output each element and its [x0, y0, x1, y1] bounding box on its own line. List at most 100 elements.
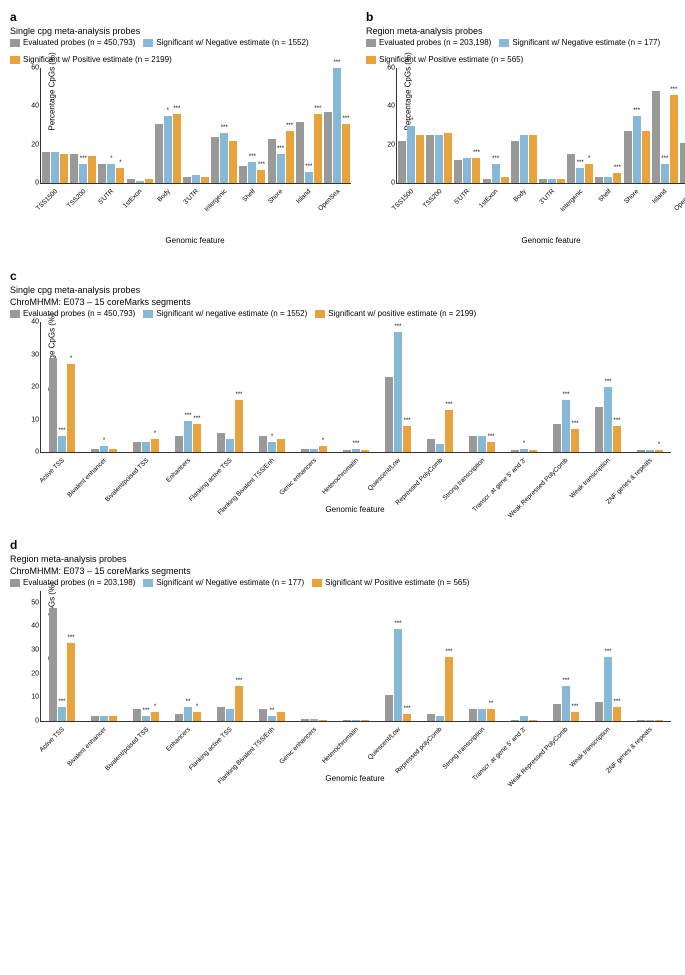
bar	[133, 709, 141, 721]
y-tick: 10	[25, 416, 39, 423]
y-tick: 20	[381, 141, 395, 148]
bar-group: ******	[679, 68, 685, 183]
x-tick-wrap: Active TSS	[40, 722, 82, 732]
x-tick-wrap: Heterochromatin	[334, 722, 376, 732]
bar: ***	[492, 164, 500, 183]
bar	[385, 695, 393, 721]
chart-wrap: Percentage CpGs (%)010203040************…	[10, 322, 675, 518]
bars-container: ****************************************…	[41, 322, 671, 452]
x-tick-wrap: Flanking Bivalent TSS/Enh	[250, 453, 292, 463]
bar	[624, 131, 632, 183]
y-tick: 40	[25, 623, 39, 630]
bar: *	[151, 439, 159, 452]
bar: ***	[67, 643, 75, 721]
y-tick: 20	[25, 670, 39, 677]
panel-title: Single cpg meta-analysis probes	[10, 26, 351, 36]
x-tick-wrap: Active TSS	[40, 453, 82, 463]
bar: *	[193, 712, 201, 721]
bar	[595, 407, 603, 453]
legend-label: Significant w/ Negative estimate (n = 17…	[156, 578, 304, 587]
legend-item: Significant w/ Positive estimate (n = 21…	[10, 55, 172, 64]
bar-group: *	[251, 322, 293, 452]
legend-swatch	[143, 39, 153, 47]
bar: ***	[613, 707, 621, 721]
bar-group: ***	[210, 68, 238, 183]
significance-marker: ***	[277, 146, 284, 152]
bar	[398, 141, 406, 183]
significance-marker: *	[110, 156, 112, 162]
bar: ***	[79, 164, 87, 183]
bar	[567, 154, 575, 183]
panel-label: b	[366, 10, 685, 24]
bar	[175, 714, 183, 721]
bar	[655, 720, 663, 721]
bar	[133, 442, 141, 452]
x-tick-wrap: OpenSea	[322, 184, 350, 194]
x-tick: 3'UTR	[538, 188, 556, 206]
x-tick-wrap: Heterochromatin	[334, 453, 376, 463]
bar: **	[268, 716, 276, 721]
x-tick: Bivalent/poised TSS	[104, 726, 150, 772]
bar	[217, 707, 225, 721]
y-tick: 20	[25, 384, 39, 391]
legend-swatch	[10, 56, 20, 64]
x-tick-wrap: Transcr. at gene 5' and 3'	[502, 453, 544, 463]
bar: ***	[193, 424, 201, 452]
significance-marker: ***	[221, 125, 228, 131]
x-tick: Island	[652, 188, 669, 205]
panel-title: Single cpg meta-analysis probes	[10, 285, 675, 295]
significance-marker: ***	[604, 379, 611, 385]
panel-b: bRegion meta-analysis probesEvaluated pr…	[366, 10, 685, 249]
bar-group: ***	[209, 591, 251, 721]
bar	[511, 720, 519, 721]
bar	[652, 91, 660, 183]
bar	[478, 709, 486, 721]
significance-marker: ***	[604, 649, 611, 655]
bar	[343, 720, 351, 721]
bar: ***	[576, 168, 584, 183]
significance-marker: *	[322, 438, 324, 444]
bar: ***	[352, 449, 360, 452]
bar: ***	[445, 410, 453, 452]
x-tick: ZNF genes & repeats	[605, 726, 654, 775]
x-tick: Bivalent/poised TSS	[104, 457, 150, 503]
x-tick-wrap: Flanking active TSS	[208, 722, 250, 732]
bar-group: ******	[295, 68, 323, 183]
x-tick: Shore	[267, 188, 284, 205]
x-axis-label: Genomic feature	[396, 236, 685, 245]
bar	[435, 135, 443, 183]
bar-group: ***	[419, 591, 461, 721]
legend-label: Significant w/ positive estimate (n = 21…	[328, 309, 476, 318]
bar-group: ******	[267, 68, 295, 183]
bar	[301, 449, 309, 452]
significance-marker: ***	[58, 428, 65, 434]
x-tick-wrap: Quiescent/Low	[376, 453, 418, 463]
legend-item: Evaluated probes (n = 450,793)	[10, 38, 135, 47]
x-tick: Bivalent enhancer	[66, 457, 108, 499]
significance-marker: ***	[173, 106, 180, 112]
bar: ***	[142, 716, 150, 721]
significance-marker: ***	[80, 156, 87, 162]
legend-item: Significant w/ Negative estimate (n = 17…	[499, 38, 660, 47]
bar	[60, 154, 68, 183]
bar-group: ****	[41, 322, 83, 452]
x-tick-wrap: 3'UTR	[537, 184, 565, 194]
bar: ***	[305, 172, 313, 184]
significance-marker: ***	[333, 60, 340, 66]
x-tick-wrap: Intergenic	[209, 184, 237, 194]
legend-swatch	[143, 579, 153, 587]
significance-marker: ***	[473, 150, 480, 156]
bar: ***	[445, 657, 453, 721]
bar-group: ******	[238, 68, 266, 183]
x-tick: 3'UTR	[182, 188, 200, 206]
x-tick-wrap: Strong transcription	[460, 453, 502, 463]
x-tick-wrap: TSS1500	[396, 184, 424, 194]
y-ticks: 010203040	[25, 322, 39, 452]
y-tick: 40	[25, 103, 39, 110]
bars-container: ******************************	[397, 68, 685, 183]
x-tick: Body	[512, 188, 527, 203]
bar-group: ******	[167, 322, 209, 452]
significance-marker: ***	[571, 704, 578, 710]
significance-marker: **	[186, 699, 191, 705]
x-ticks: TSS1500TSS2005'UTR1stExonBody3'UTRInterg…	[396, 184, 685, 234]
